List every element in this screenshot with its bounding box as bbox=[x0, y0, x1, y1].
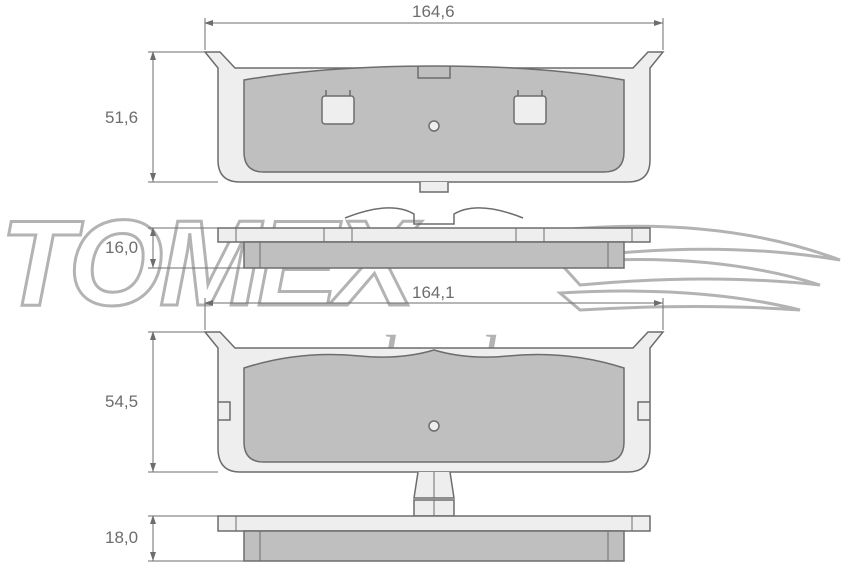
label-top-height: 51,6 bbox=[105, 108, 138, 128]
pad-bottom-edge bbox=[218, 500, 650, 561]
dim-top-height bbox=[148, 52, 218, 182]
pad-mid-edge bbox=[218, 208, 650, 268]
pad-bottom-face bbox=[205, 332, 663, 498]
label-bottom-width: 164,1 bbox=[412, 283, 455, 303]
label-top-width: 164,6 bbox=[412, 2, 455, 22]
dim-bottom-height bbox=[148, 332, 218, 472]
label-bottom-height: 54,5 bbox=[105, 392, 138, 412]
label-mid-thickness: 16,0 bbox=[105, 238, 138, 258]
label-bottom-thickness: 18,0 bbox=[105, 528, 138, 548]
diagram-container: TOMEX brakes bbox=[0, 0, 865, 577]
pad-top-face bbox=[205, 52, 663, 192]
dim-top-width bbox=[205, 18, 663, 50]
